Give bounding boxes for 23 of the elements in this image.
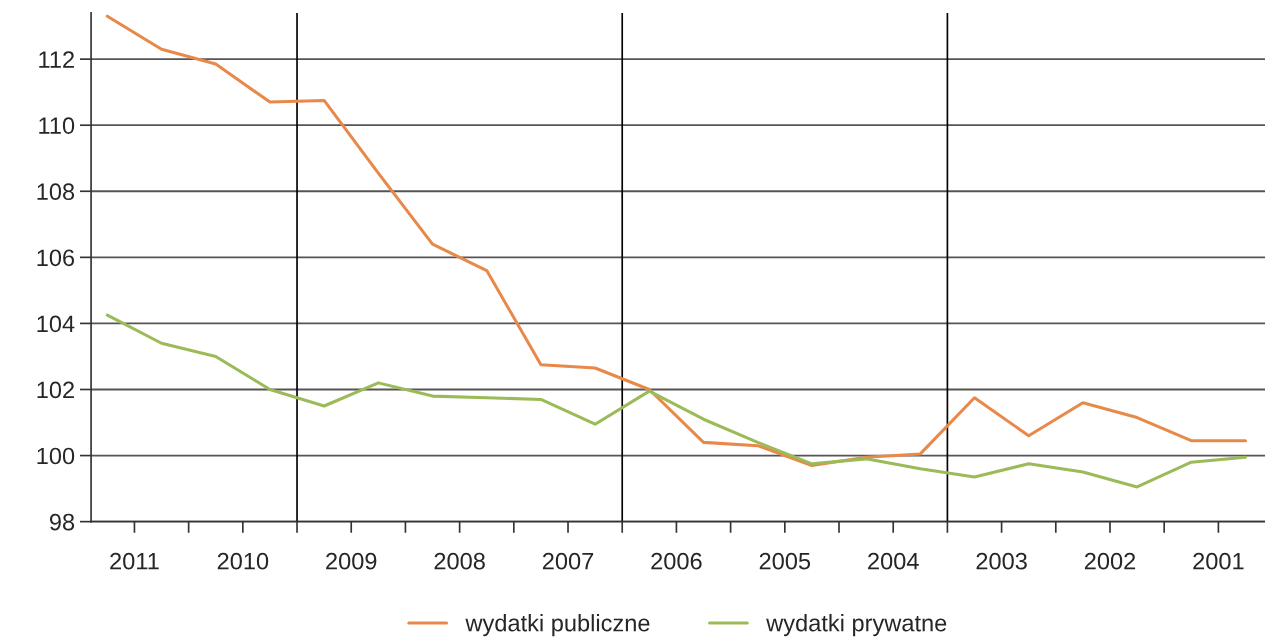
x-tick-label: 2010 — [217, 552, 269, 570]
y-tick-label: 104 — [37, 315, 75, 333]
x-tick-label: 2006 — [651, 552, 702, 570]
y-tick-label: 106 — [37, 249, 75, 267]
x-tick-label: 2004 — [868, 552, 919, 570]
y-tick-label: 110 — [39, 117, 75, 134]
x-tick-label: 2005 — [759, 552, 811, 570]
y-tick-label: 108 — [37, 183, 75, 201]
legend-label: wydatki prywatne — [766, 614, 947, 637]
x-tick-label: 2011 — [110, 552, 159, 570]
y-tick-label: 102 — [37, 381, 74, 399]
y-tick-label: 112 — [39, 51, 74, 68]
line-series — [105, 14, 1248, 468]
legend-label: wydatki publiczne — [465, 614, 650, 637]
x-tick-label: 2001 — [1193, 552, 1244, 570]
x-tick-label: 2002 — [1084, 552, 1136, 570]
x-tick-label: 2007 — [542, 552, 594, 570]
line-series — [105, 313, 1248, 489]
x-tick-label: 2009 — [326, 552, 377, 570]
x-tick-label: 2003 — [976, 552, 1027, 570]
y-tick-label: 100 — [37, 447, 75, 465]
x-tick-label: 2008 — [434, 552, 485, 570]
y-tick-label: 98 — [49, 513, 75, 531]
